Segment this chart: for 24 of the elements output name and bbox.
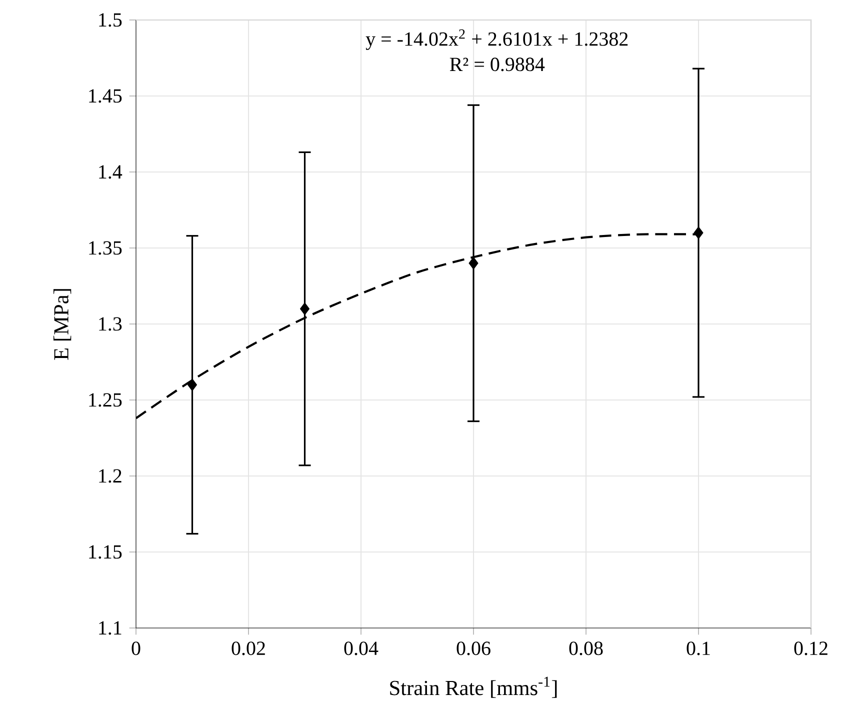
y-tick-label: 1.35 (89, 241, 122, 255)
point (300, 302, 310, 316)
annotation: R² = 0.9884 (450, 58, 545, 72)
x-tick-label: 0.04 (344, 642, 378, 656)
x-tick-label: 0.08 (569, 642, 603, 656)
y-tick-label: 1.45 (89, 89, 122, 103)
y-tick-label: 1.2 (99, 469, 122, 483)
y-tick-label: 1.25 (89, 393, 122, 407)
annotation: y = -14.02x$^{2}$ + 2.6101x + 1.2382 (366, 29, 628, 50)
y-tick-label: 1.3 (99, 317, 122, 331)
x-tick-label: 0.12 (794, 642, 828, 656)
y-axis-title: E [MPa] (53, 289, 72, 360)
point (468, 256, 478, 270)
x-tick-label: 0.06 (456, 642, 490, 656)
point (187, 378, 198, 392)
x-tick-label: 0 (132, 642, 140, 656)
x-tick-label: 0.1 (686, 642, 710, 656)
x-axis-title: Strain Rate [mms$^{-1}$] (390, 676, 557, 698)
y-tick-label: 1.15 (89, 545, 122, 559)
x-tick-label: 0.02 (232, 642, 265, 656)
y-tick-label: 1.4 (99, 165, 122, 179)
y-tick-label: 1.1 (99, 621, 122, 635)
point (694, 226, 704, 240)
y-tick-label: 1.5 (99, 13, 122, 27)
